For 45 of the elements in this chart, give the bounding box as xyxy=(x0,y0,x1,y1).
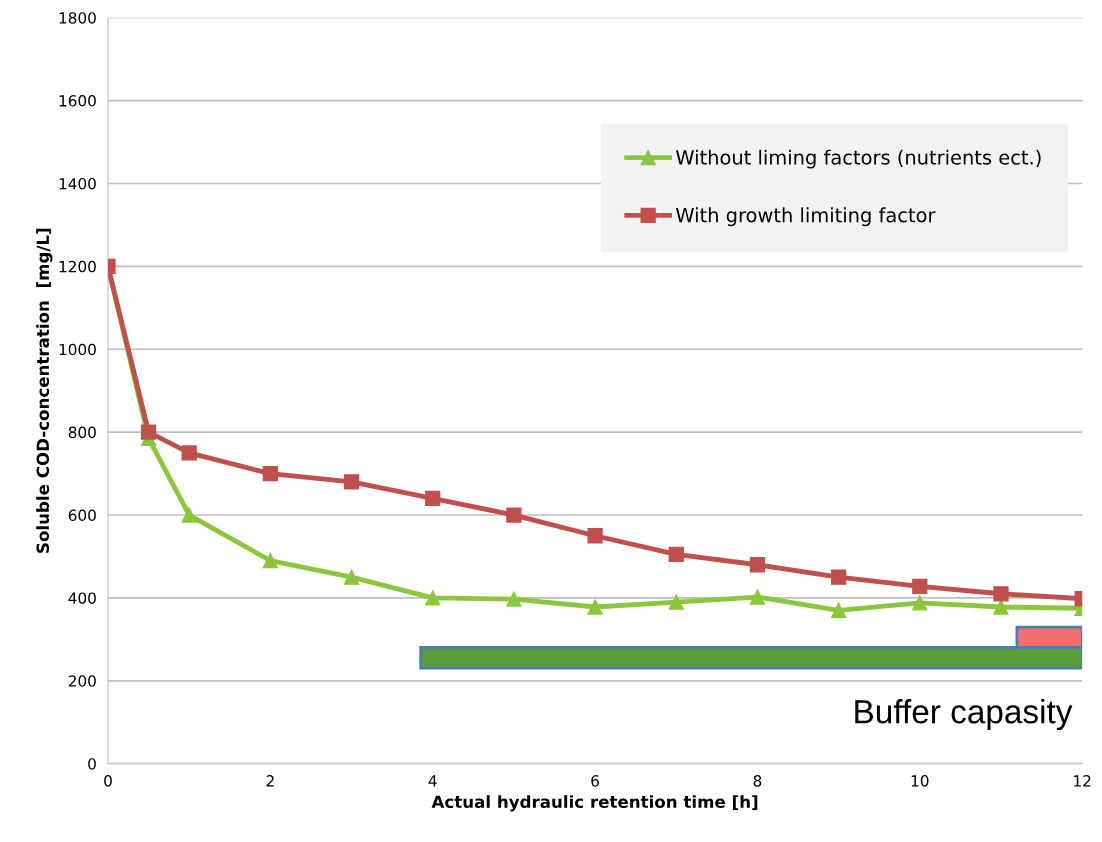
y-tick-label: 1400 xyxy=(59,177,96,190)
point xyxy=(181,445,197,461)
x-axis-title: Actual hydraulic retention time [h] xyxy=(431,795,758,812)
y-tick-label: 600 xyxy=(68,509,96,522)
point xyxy=(425,490,441,507)
point xyxy=(140,424,157,440)
legend-label: Without liming factors (nutrients ect.) xyxy=(676,149,1041,169)
x-tick-label: 0 xyxy=(104,775,112,787)
legend-label: With growth limiting factor xyxy=(676,207,936,227)
point xyxy=(912,595,928,611)
point xyxy=(343,474,360,490)
point xyxy=(993,599,1009,615)
point xyxy=(262,465,278,482)
y-tick-label: 1000 xyxy=(59,343,96,356)
point xyxy=(830,602,847,618)
point xyxy=(425,590,441,606)
x-tick-label: 4 xyxy=(428,775,437,787)
y-tick-label: 400 xyxy=(68,592,96,604)
x-tick-label: 6 xyxy=(591,775,599,787)
point xyxy=(343,569,360,585)
y-axis-title: Soluble COD-concentration [mg/L] xyxy=(36,228,53,553)
x-tick-label: 10 xyxy=(911,775,929,787)
point xyxy=(506,591,522,607)
x-tick-label: 12 xyxy=(1074,775,1091,787)
point xyxy=(262,552,278,569)
point xyxy=(506,507,522,523)
point xyxy=(587,528,603,544)
point xyxy=(912,578,928,594)
x-tick-label: 2 xyxy=(266,775,274,787)
y-tick-label: 1800 xyxy=(59,12,96,24)
point xyxy=(181,507,197,523)
y-tick-label: 1600 xyxy=(59,95,96,107)
point xyxy=(587,599,603,615)
annotation: Buffer capasity xyxy=(855,699,1073,731)
point xyxy=(830,569,847,585)
point xyxy=(749,557,766,573)
point xyxy=(749,589,766,605)
point xyxy=(668,546,684,563)
y-tick-label: 1200 xyxy=(59,260,96,273)
y-tick-label: 800 xyxy=(68,426,96,439)
y-tick-label: 0 xyxy=(88,758,96,770)
point xyxy=(993,586,1009,602)
x-tick-label: 8 xyxy=(753,775,762,787)
point xyxy=(668,594,684,610)
y-tick-label: 200 xyxy=(68,675,96,687)
